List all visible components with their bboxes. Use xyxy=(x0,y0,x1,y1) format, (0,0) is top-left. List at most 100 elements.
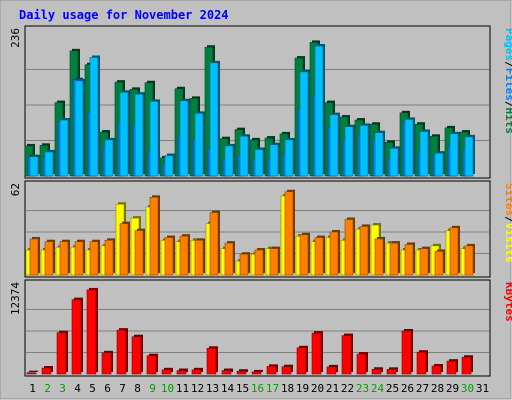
legend-kbytes: KBytes xyxy=(503,282,512,322)
bar-face xyxy=(329,114,339,177)
panel-0-legend: Pages/Files/Hits xyxy=(503,28,512,134)
x-tick-label: 5 xyxy=(89,382,96,395)
bar-sites-day-23 xyxy=(359,224,370,276)
bar-kbytes-day-18 xyxy=(281,364,293,375)
bar-face xyxy=(29,238,39,276)
panel-0-ymax-label: 236 xyxy=(9,28,22,48)
bar-face xyxy=(161,369,172,375)
bar-kbytes-day-7 xyxy=(116,328,128,375)
bar-face xyxy=(344,126,354,177)
x-tick-label: 16 xyxy=(251,382,264,395)
bar-face xyxy=(59,119,69,177)
bar-face xyxy=(179,235,189,276)
bar-face xyxy=(371,368,382,375)
x-tick-label: 6 xyxy=(104,382,111,395)
bar-face xyxy=(206,347,217,375)
x-tick-label: 7 xyxy=(119,382,126,395)
panel-2-legend: KBytes xyxy=(503,282,512,322)
bar-face xyxy=(56,332,67,375)
bar-face xyxy=(134,93,144,177)
bar-face xyxy=(374,238,384,276)
bar-kbytes-day-21 xyxy=(326,364,338,375)
x-tick-label: 1 xyxy=(29,382,36,395)
bar-face xyxy=(179,100,189,177)
legend-pages: Pages xyxy=(503,28,512,61)
bar-shadow xyxy=(254,369,263,372)
bar-kbytes-day-23 xyxy=(356,352,368,375)
bar-face xyxy=(461,356,472,375)
panel-2-ymax-label: 12374 xyxy=(9,282,22,315)
bar-sites-day-13 xyxy=(209,210,220,276)
bar-pages-day-22 xyxy=(344,124,355,177)
bar-face xyxy=(164,237,174,276)
bar-face xyxy=(209,212,219,276)
x-tick-label: 31 xyxy=(476,382,489,395)
bar-sites-day-1 xyxy=(29,236,40,276)
bar-sites-day-7 xyxy=(119,221,130,276)
bar-pages-day-13 xyxy=(209,60,220,177)
bar-face xyxy=(74,80,84,177)
bar-face xyxy=(341,335,352,375)
bar-pages-day-27 xyxy=(419,129,430,177)
bar-kbytes-day-19 xyxy=(296,345,308,375)
bar-sites-day-8 xyxy=(134,228,145,276)
bar-kbytes-day-30 xyxy=(461,355,473,375)
bar-face xyxy=(71,299,82,375)
bar-face xyxy=(101,352,112,375)
bar-face xyxy=(209,62,219,177)
bar-face xyxy=(89,241,99,276)
bar-kbytes-day-28 xyxy=(431,364,443,375)
bar-face xyxy=(236,370,247,375)
bar-face xyxy=(389,242,399,276)
bar-face xyxy=(86,289,97,375)
legend-separator: / xyxy=(503,61,512,68)
bar-face xyxy=(224,145,234,177)
panel-hits-files-pages: 236 Pages/Files/Hits xyxy=(9,25,512,179)
bar-kbytes-day-29 xyxy=(446,359,458,375)
x-tick-label: 20 xyxy=(311,382,324,395)
bar-kbytes-day-11 xyxy=(176,368,188,375)
bar-face xyxy=(446,360,457,375)
bar-face xyxy=(386,369,397,375)
bar-kbytes-day-14 xyxy=(221,368,233,375)
bar-kbytes-day-15 xyxy=(236,369,248,375)
bar-kbytes-day-6 xyxy=(101,350,113,375)
x-tick-label: 27 xyxy=(416,382,429,395)
x-tick-label: 11 xyxy=(176,382,189,395)
legend-separator: / xyxy=(503,216,512,223)
bar-kbytes-day-12 xyxy=(191,367,203,375)
x-tick-label: 15 xyxy=(236,382,249,395)
bar-face xyxy=(449,133,459,177)
bar-sites-day-28 xyxy=(434,249,445,276)
bar-sites-day-6 xyxy=(104,238,115,276)
bar-face xyxy=(266,366,277,375)
x-tick-label: 26 xyxy=(401,382,414,395)
bar-sites-day-9 xyxy=(149,195,160,276)
bar-face xyxy=(416,351,427,375)
bar-face xyxy=(311,332,322,375)
x-tick-label: 21 xyxy=(326,382,339,395)
bar-face xyxy=(326,366,337,375)
x-tick-label: 29 xyxy=(446,382,459,395)
bar-face xyxy=(251,371,262,375)
bar-face xyxy=(284,191,294,276)
bar-face xyxy=(119,92,129,177)
bar-face xyxy=(419,248,429,276)
bar-face xyxy=(104,240,114,276)
bar-face xyxy=(344,219,354,276)
bar-face xyxy=(74,241,84,276)
bar-pages-day-3 xyxy=(59,118,70,177)
bar-face xyxy=(374,132,384,177)
bar-sites-day-24 xyxy=(374,236,385,276)
bar-face xyxy=(239,135,249,177)
bar-kbytes-day-10 xyxy=(161,367,173,375)
bar-kbytes-day-9 xyxy=(146,353,158,375)
bar-pages-day-18 xyxy=(284,137,295,177)
x-tick-label: 4 xyxy=(74,382,81,395)
x-tick-label: 22 xyxy=(341,382,354,395)
bar-pages-day-10 xyxy=(164,153,175,177)
legend-files: Files xyxy=(503,68,512,101)
bar-sites-day-4 xyxy=(74,239,85,276)
x-tick-label: 12 xyxy=(191,382,204,395)
bar-kbytes-day-24 xyxy=(371,367,383,375)
